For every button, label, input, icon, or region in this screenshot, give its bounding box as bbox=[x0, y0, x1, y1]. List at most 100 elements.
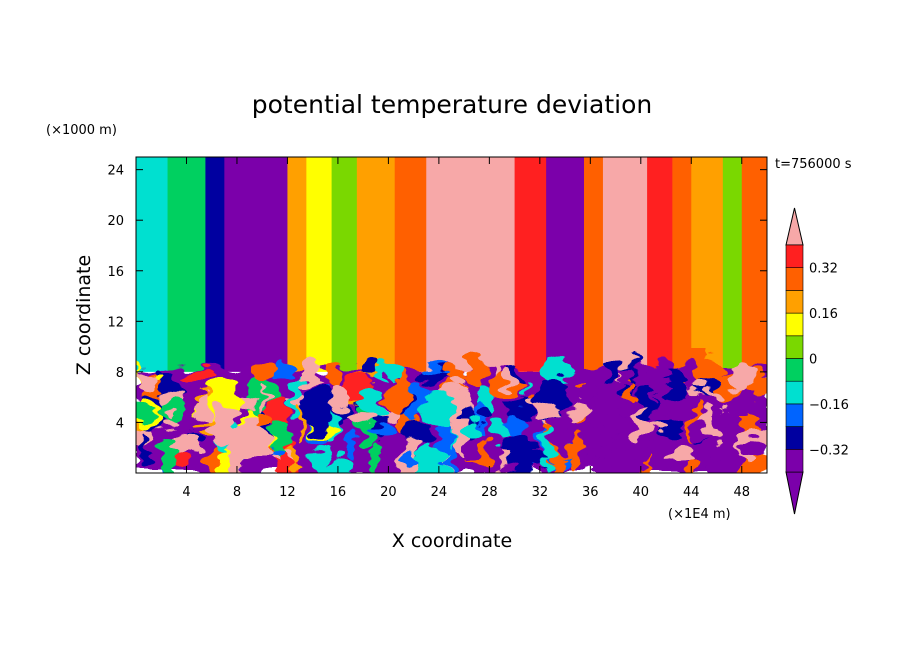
turbulence-blob bbox=[532, 405, 566, 419]
turbulence-blob bbox=[520, 381, 525, 392]
turbulence-blob bbox=[347, 429, 358, 459]
turbulence-blob bbox=[310, 446, 328, 473]
turbulence-blob bbox=[423, 391, 457, 430]
turbulence-blob bbox=[250, 358, 280, 384]
y-tick-label: 4 bbox=[116, 416, 124, 431]
plot-frame bbox=[135, 156, 768, 474]
colorbar-label: 0.32 bbox=[809, 262, 838, 277]
x-axis: 4 8 12 16 20 24 28 32 36 40 44 48 bbox=[182, 157, 750, 500]
colorbar-swatch bbox=[785, 358, 804, 382]
upper-column-16 bbox=[691, 157, 724, 372]
x-tick-label: 24 bbox=[431, 485, 448, 500]
colorbar-swatch bbox=[785, 380, 804, 405]
upper-column-9 bbox=[426, 157, 516, 372]
turbulence-blob bbox=[324, 364, 342, 388]
turbulence-blob bbox=[296, 392, 306, 403]
x-tick-label: 36 bbox=[582, 485, 599, 500]
turbulence-blob bbox=[237, 418, 270, 460]
colorbar-label: 0.16 bbox=[809, 307, 838, 322]
turbulence-blob bbox=[136, 404, 158, 422]
turbulence-blob bbox=[476, 407, 494, 422]
turbulence-blob bbox=[403, 452, 421, 466]
turbulence-blob bbox=[500, 460, 519, 470]
turbulence-blob bbox=[663, 397, 696, 422]
x-tick-label: 12 bbox=[279, 485, 296, 500]
turbulence-blob bbox=[303, 385, 332, 419]
y-axis: 4 8 12 16 20 24 bbox=[107, 164, 767, 431]
turbulence-blob bbox=[690, 422, 709, 444]
turbulence-blob bbox=[593, 446, 607, 457]
upper-column-2 bbox=[205, 157, 225, 372]
turbulence-blob bbox=[461, 416, 479, 440]
x-tick-label: 44 bbox=[683, 485, 700, 500]
y-tick-label: 8 bbox=[116, 366, 124, 381]
colorbar-label: 0 bbox=[809, 353, 817, 368]
turbulence-blob bbox=[608, 428, 633, 436]
turbulence-blob bbox=[325, 453, 354, 473]
turbulence-blob bbox=[631, 411, 650, 447]
turbulence-blob bbox=[590, 391, 596, 432]
turbulence-blob bbox=[372, 358, 405, 382]
turbulence-blob bbox=[686, 460, 701, 473]
turbulence-blob bbox=[158, 439, 177, 473]
turbulence-blob bbox=[276, 451, 292, 473]
turbulence-blob bbox=[519, 452, 550, 461]
turbulence-blob bbox=[358, 360, 378, 376]
upper-column-10 bbox=[514, 157, 547, 372]
turbulence-blob bbox=[646, 419, 664, 431]
turbulence-blob bbox=[369, 422, 397, 437]
turbulence-blob bbox=[139, 434, 148, 467]
chart-title: potential temperature deviation bbox=[252, 90, 652, 119]
y-tick-label: 20 bbox=[107, 214, 124, 229]
colorbar-swatch bbox=[785, 290, 804, 314]
turbulence-blob bbox=[651, 380, 656, 408]
turbulence-blob bbox=[237, 392, 258, 415]
turbulence-blob bbox=[613, 448, 641, 473]
turbulence-blob bbox=[258, 411, 278, 426]
turbulence-blob bbox=[443, 367, 470, 379]
upper-layer bbox=[136, 157, 767, 372]
x-tick-label: 48 bbox=[733, 485, 750, 500]
x-tick-label: 28 bbox=[481, 485, 498, 500]
turbulence-blob bbox=[384, 380, 410, 417]
turbulence-blob bbox=[741, 440, 767, 459]
upper-column-1 bbox=[167, 157, 206, 372]
turbulence-blob bbox=[588, 438, 597, 472]
upper-column-7 bbox=[356, 157, 396, 372]
y-tick-label: 16 bbox=[107, 265, 124, 280]
turbulence-blob bbox=[502, 370, 515, 389]
turbulence-blob bbox=[553, 456, 565, 473]
turbulence-blob bbox=[261, 387, 267, 412]
y-unit-label: (×1000 m) bbox=[46, 123, 117, 138]
turbulence-blob bbox=[300, 360, 318, 386]
turbulence-blob bbox=[613, 368, 647, 387]
x-tick-label: 32 bbox=[532, 485, 549, 500]
turbulence-blob bbox=[152, 375, 161, 383]
upper-column-0 bbox=[136, 157, 169, 372]
colorbar-swatch bbox=[785, 426, 804, 450]
x-tick-label: 20 bbox=[380, 485, 397, 500]
x-tick-label: 8 bbox=[233, 485, 241, 500]
turbulence-blob bbox=[540, 427, 553, 473]
turbulence-blob bbox=[727, 363, 755, 391]
upper-column-4 bbox=[287, 157, 307, 372]
turbulence-blob bbox=[709, 443, 731, 473]
turbulence-blob bbox=[361, 388, 383, 417]
turbulence-blob bbox=[464, 353, 487, 388]
turbulence-blob bbox=[503, 413, 527, 439]
turbulence-blob bbox=[710, 403, 723, 430]
turbulence-blob bbox=[452, 414, 466, 452]
x-tick-label: 16 bbox=[330, 485, 347, 500]
turbulence-blob bbox=[693, 377, 711, 392]
turbulence-blob bbox=[450, 374, 466, 388]
upper-column-12 bbox=[584, 157, 604, 372]
turbulence-blob bbox=[709, 395, 716, 403]
turbulence-blob bbox=[370, 441, 380, 473]
colorbar-swatch bbox=[785, 335, 804, 359]
turbulence-blob bbox=[671, 447, 696, 464]
turbulence-blob bbox=[209, 403, 237, 447]
turbulence-blob bbox=[607, 359, 618, 384]
turbulence-blob bbox=[563, 409, 572, 439]
turbulence-blob bbox=[570, 434, 581, 473]
